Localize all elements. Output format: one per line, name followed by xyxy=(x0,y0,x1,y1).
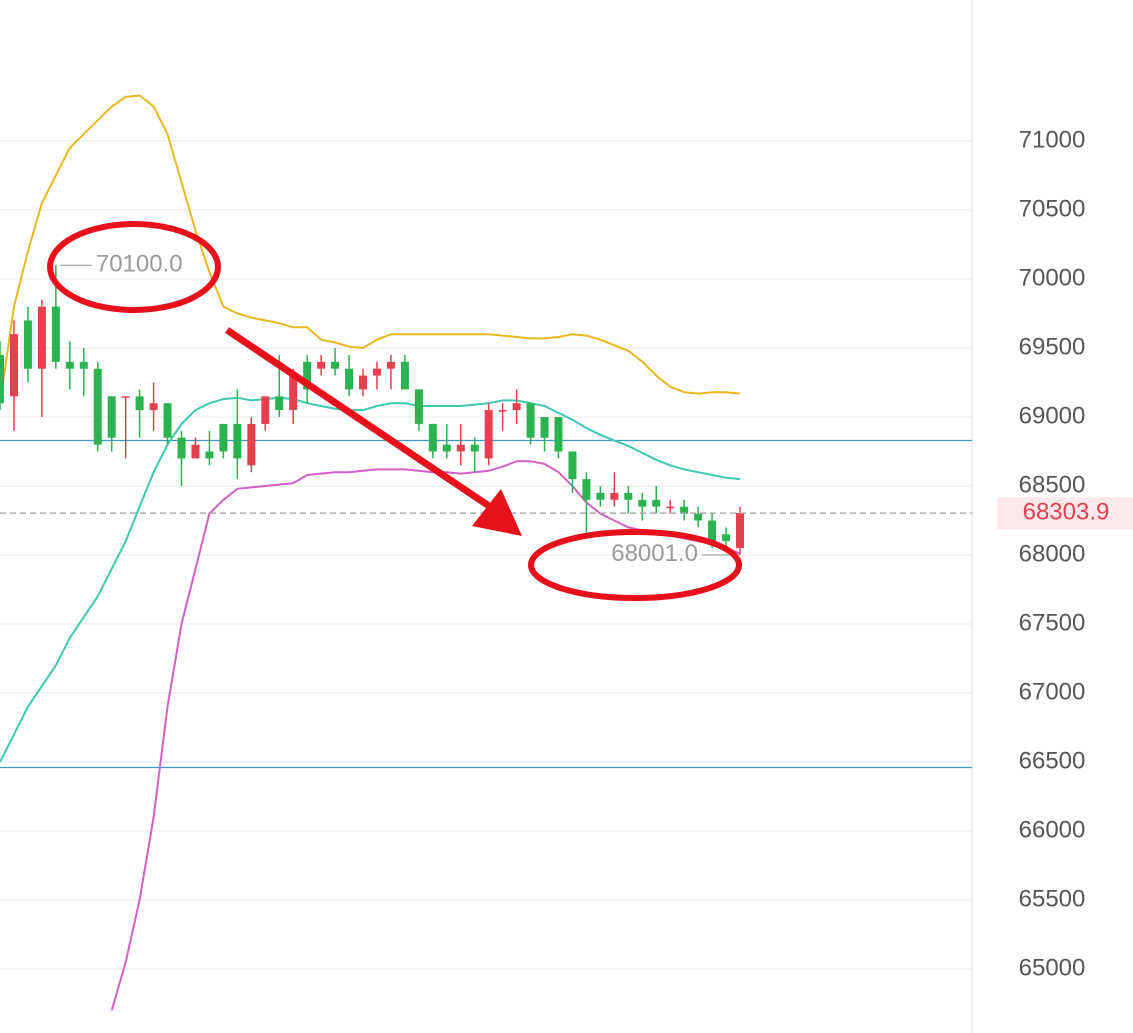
candle-body xyxy=(289,375,298,411)
candle-body xyxy=(596,492,605,500)
candle-body xyxy=(65,361,74,369)
candle-body xyxy=(708,520,717,542)
candle-body xyxy=(512,403,521,411)
band-upper xyxy=(0,94,741,404)
candle-body xyxy=(149,403,158,411)
arrow-head xyxy=(472,489,522,536)
y-tick-label: 69500 xyxy=(1019,333,1086,360)
candle-body xyxy=(386,361,395,369)
candle-body xyxy=(331,361,340,369)
candle-body xyxy=(135,396,144,411)
candle-body xyxy=(638,499,647,507)
annotation-label: 68001.0 xyxy=(611,540,698,567)
candle-body xyxy=(303,361,312,390)
candle-body xyxy=(233,423,242,459)
candle-body xyxy=(247,423,256,466)
candle-body xyxy=(498,410,507,412)
candle-body xyxy=(470,444,479,452)
candle-body xyxy=(456,444,465,452)
candle-body xyxy=(23,320,32,369)
y-tick-label: 69000 xyxy=(1019,402,1086,429)
annotation-label: 70100.0 xyxy=(96,251,183,278)
candle-body xyxy=(652,499,661,507)
candle-body xyxy=(484,410,493,459)
y-tick-label: 65500 xyxy=(1019,885,1086,912)
highlight-ellipse xyxy=(528,529,742,601)
candle-body xyxy=(442,444,451,452)
plot-area xyxy=(0,94,972,1011)
candle-body xyxy=(205,451,214,459)
overlay: 65000 65500 66000 66500 67000 67500 68000 68500… xyxy=(59,126,1133,981)
candle-body xyxy=(428,423,437,452)
highlight-ellipse xyxy=(47,221,221,313)
candle-body xyxy=(219,423,228,452)
y-tick-label: 65000 xyxy=(1019,954,1086,981)
candle-body xyxy=(9,334,18,397)
grid xyxy=(0,140,972,970)
candle-body xyxy=(163,403,172,438)
candle-body xyxy=(540,417,549,438)
candle-body xyxy=(582,479,591,500)
candle-body xyxy=(261,396,270,424)
candle-body xyxy=(317,361,326,369)
candle-body xyxy=(191,444,200,459)
candle-body xyxy=(275,396,284,411)
last-price-bg xyxy=(997,497,1133,530)
candle-body xyxy=(666,506,675,509)
band-lower xyxy=(110,460,741,1011)
y-tick-label: 67500 xyxy=(1019,609,1086,636)
y-tick-label: 67000 xyxy=(1019,678,1086,705)
candle-body xyxy=(400,361,409,390)
candle-body xyxy=(0,354,4,404)
y-tick-label: 70500 xyxy=(1019,195,1086,222)
candle-body xyxy=(121,396,130,398)
candle-body xyxy=(359,375,368,390)
candle-body xyxy=(680,506,689,514)
candle-body xyxy=(177,437,186,459)
last-price-label: 68303.9 xyxy=(1023,498,1110,525)
y-tick-label: 70000 xyxy=(1019,264,1086,291)
y-tick-label: 66500 xyxy=(1019,747,1086,774)
y-tick-label: 66000 xyxy=(1019,816,1086,843)
candle-body xyxy=(624,492,633,500)
trend-arrow xyxy=(225,327,497,513)
candle-body xyxy=(414,389,423,424)
y-tick-label: 68000 xyxy=(1019,540,1086,567)
candle-body xyxy=(722,534,731,542)
drawn-markup xyxy=(47,221,742,601)
band-mid xyxy=(0,396,741,763)
candle-body xyxy=(93,368,102,445)
candle-body xyxy=(107,396,116,438)
candle-body xyxy=(610,492,619,500)
y-tick-label: 68500 xyxy=(1019,471,1086,498)
candle-body xyxy=(568,451,577,480)
candle-body xyxy=(51,306,60,362)
candle-body xyxy=(554,417,563,452)
candle-body xyxy=(372,368,381,376)
candle-body xyxy=(694,513,703,521)
candle-body xyxy=(736,513,744,549)
y-tick-label: 71000 xyxy=(1019,126,1086,153)
candle-body xyxy=(37,306,46,369)
candle-body xyxy=(79,361,88,369)
candle-body xyxy=(526,403,535,438)
candle-body xyxy=(345,368,354,390)
